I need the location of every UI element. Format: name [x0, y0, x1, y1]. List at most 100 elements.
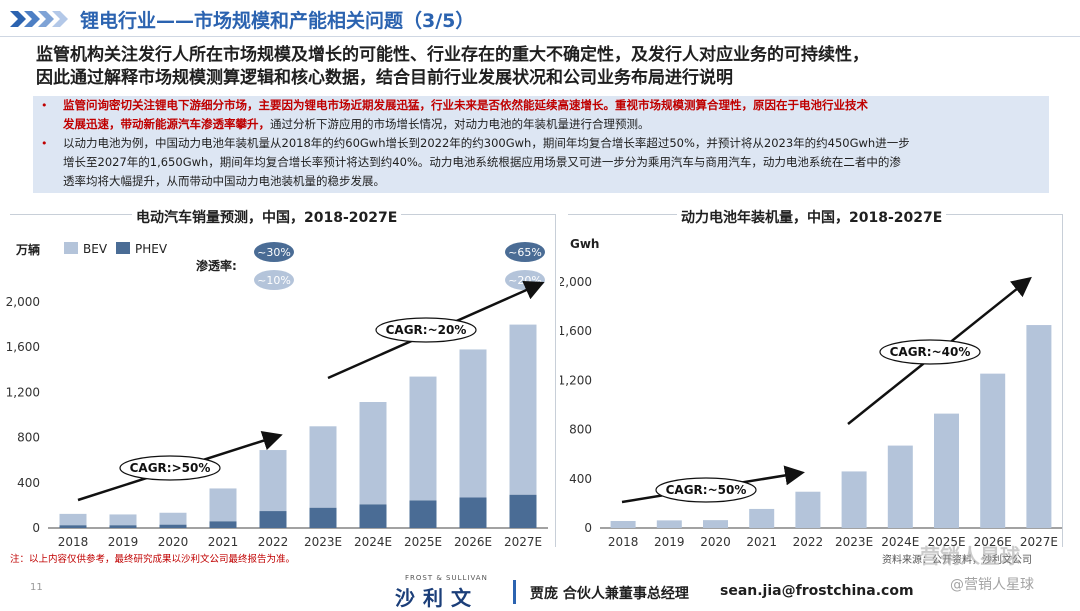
y-tick-label: 2,000 — [560, 275, 592, 289]
bar-phev — [209, 521, 237, 528]
x-tick-label: 2026E — [454, 535, 492, 549]
cagr-label: CAGR:~50% — [666, 483, 747, 497]
penetration-label: 渗透率: — [196, 258, 237, 273]
company-logo: 沙利文 — [395, 586, 479, 610]
bar-bev — [59, 513, 87, 526]
penetration-pill-top — [505, 242, 545, 262]
chart2-title: 动力电池年装机量，中国，2018-2027E — [677, 207, 947, 227]
x-tick-label: 2024E — [881, 535, 919, 549]
watermark: 营销人星球 — [920, 544, 1020, 568]
subtitle-line: 监管机构关注发行人所在市场规模及增长的可能性、行业存在的重大不确定性，及发行人对… — [36, 45, 869, 65]
bar-battery — [610, 520, 636, 528]
bar-battery — [795, 491, 821, 528]
bar-phev — [359, 504, 387, 528]
x-tick-label: 2018 — [608, 535, 639, 549]
x-tick-label: 2022 — [793, 535, 824, 549]
bar-bev — [409, 376, 437, 501]
legend-swatch — [64, 242, 78, 254]
penetration-pill-bottom — [254, 270, 294, 290]
cagr-label: CAGR:~20% — [386, 323, 467, 337]
bar-phev — [509, 494, 537, 528]
bullet-icon: • — [41, 137, 48, 150]
header-bar: 锂电行业——市场规模和产能相关问题（3/5） — [0, 0, 1080, 38]
x-tick-label: 2025E — [404, 535, 442, 549]
x-tick-label: 2021 — [746, 535, 777, 549]
bullet-icon: • — [41, 99, 48, 112]
bar-bev — [309, 426, 337, 508]
x-tick-label: 2020 — [700, 535, 731, 549]
x-tick-label: 2027E — [1020, 535, 1058, 549]
y-tick-label: 800 — [569, 423, 592, 437]
bullet-line: 发展迅速，带动新能源汽车渗透率攀升， — [63, 117, 270, 131]
x-tick-label: 2019 — [108, 535, 139, 549]
logo-subtitle: FROST & SULLIVAN — [405, 574, 488, 582]
cagr-badge — [375, 317, 477, 343]
bullet-line: 透率均将大幅提升，从而带动中国动力电池装机量的稳步发展。 — [63, 174, 385, 188]
y-tick-label: 0 — [584, 521, 592, 535]
footer-note: 注：以上内容仅供参考，最终研究成果以沙利文公司最终报告为准。 — [10, 554, 296, 565]
bullet-line: 监管问询密切关注锂电下游细分市场，主要因为锂电市场近期发展迅猛，行业未来是否依然… — [63, 98, 868, 112]
contact-person: 贾庞 合伙人兼董事总经理 — [530, 586, 689, 602]
cagr-badge — [879, 339, 981, 365]
bar-phev — [259, 511, 287, 528]
bar-bev — [359, 402, 387, 505]
bar-bev — [209, 488, 237, 522]
bar-bev — [109, 514, 137, 526]
y-tick-label: 400 — [569, 472, 592, 486]
legend-label: BEV — [83, 242, 108, 256]
bar-battery — [934, 413, 959, 528]
bullet-line: 增长至2027年的1,650Gwh，期间年均复合增长率预计将达到约40%。动力电… — [63, 155, 901, 169]
bullet-text: 监管问询密切关注锂电下游细分市场，主要因为锂电市场近期发展迅猛，行业未来是否依然… — [63, 96, 1048, 134]
bar-battery — [887, 445, 913, 528]
x-tick-label: 2020 — [158, 535, 189, 549]
bar-battery — [656, 520, 682, 528]
footer-divider — [513, 580, 516, 604]
bar-battery — [703, 520, 728, 528]
bar-battery — [841, 471, 867, 528]
bar-phev — [109, 525, 137, 528]
penetration-value-top: ~30% — [257, 246, 291, 259]
page-title: 锂电行业——市场规模和产能相关问题（3/5） — [80, 10, 475, 32]
subtitle-line: 因此通过解释市场规模测算逻辑和核心数据，结合目前行业发展状况和公司业务布局进行说… — [36, 68, 733, 88]
bar-phev — [459, 497, 487, 528]
bar-phev — [159, 524, 187, 528]
x-tick-label: 2023E — [304, 535, 342, 549]
cagr-badge — [119, 455, 221, 481]
x-tick-label: 2022 — [258, 535, 289, 549]
cagr-label: CAGR:>50% — [130, 461, 211, 475]
y-tick-label: 400 — [17, 476, 40, 490]
y-tick-label: 800 — [17, 431, 40, 445]
x-tick-label: 2018 — [58, 535, 89, 549]
bullet-line: 以动力电池为例，中国动力电池年装机量从2018年的约60Gwh增长到2022年的… — [63, 136, 910, 150]
penetration-value-bottom: ~10% — [257, 274, 291, 287]
header-divider — [0, 36, 1080, 37]
bar-bev — [159, 512, 187, 525]
legend-label: PHEV — [135, 242, 168, 256]
ev-sales-chart: 0 400 800 1,200 1,600 2,000 2018 2019 2020 2021 20… — [6, 242, 548, 549]
y-tick-label: 1,600 — [560, 324, 592, 338]
contact-email[interactable]: sean.jia@frostchina.com — [720, 583, 914, 599]
cagr-badge — [655, 477, 757, 503]
x-tick-label: 2019 — [654, 535, 685, 549]
battery-installation-chart: 0 400 800 1,200 1,600 2,000 2018 2019 2020 2021 20… — [560, 237, 1062, 549]
y-tick-label: 0 — [32, 521, 40, 535]
y-axis-label: Gwh — [570, 237, 599, 251]
source-note: 资料来源：公开资料，沙利文公司 — [882, 555, 1032, 566]
bar-bev — [459, 349, 487, 498]
y-tick-label: 1,200 — [6, 385, 40, 399]
bar-bev — [259, 450, 287, 512]
bar-battery — [980, 373, 1006, 528]
x-tick-label: 2027E — [504, 535, 542, 549]
cagr-label: CAGR:~40% — [890, 345, 971, 359]
y-tick-label: 1,600 — [6, 340, 40, 354]
bar-phev — [409, 500, 437, 528]
penetration-pill-top — [254, 242, 294, 262]
y-axis-label: 万辆 — [15, 242, 40, 257]
x-tick-label: 2023E — [835, 535, 873, 549]
y-tick-label: 2,000 — [6, 295, 40, 309]
bar-bev — [509, 324, 537, 495]
chart1-title: 电动汽车销量预测，中国，2018-2027E — [132, 207, 402, 227]
bullet-line: 通过分析下游应用的市场增长情况，对动力电池的年装机量进行合理预测。 — [270, 117, 650, 131]
bar-phev — [59, 525, 87, 528]
chevron-arrows-icon — [10, 11, 68, 27]
